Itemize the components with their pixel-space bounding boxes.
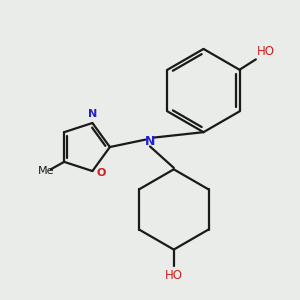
Text: HO: HO — [165, 269, 183, 282]
Text: N: N — [145, 135, 155, 148]
Text: Me: Me — [38, 166, 55, 176]
Text: HO: HO — [257, 45, 275, 58]
Text: N: N — [88, 110, 97, 119]
Text: O: O — [97, 167, 106, 178]
